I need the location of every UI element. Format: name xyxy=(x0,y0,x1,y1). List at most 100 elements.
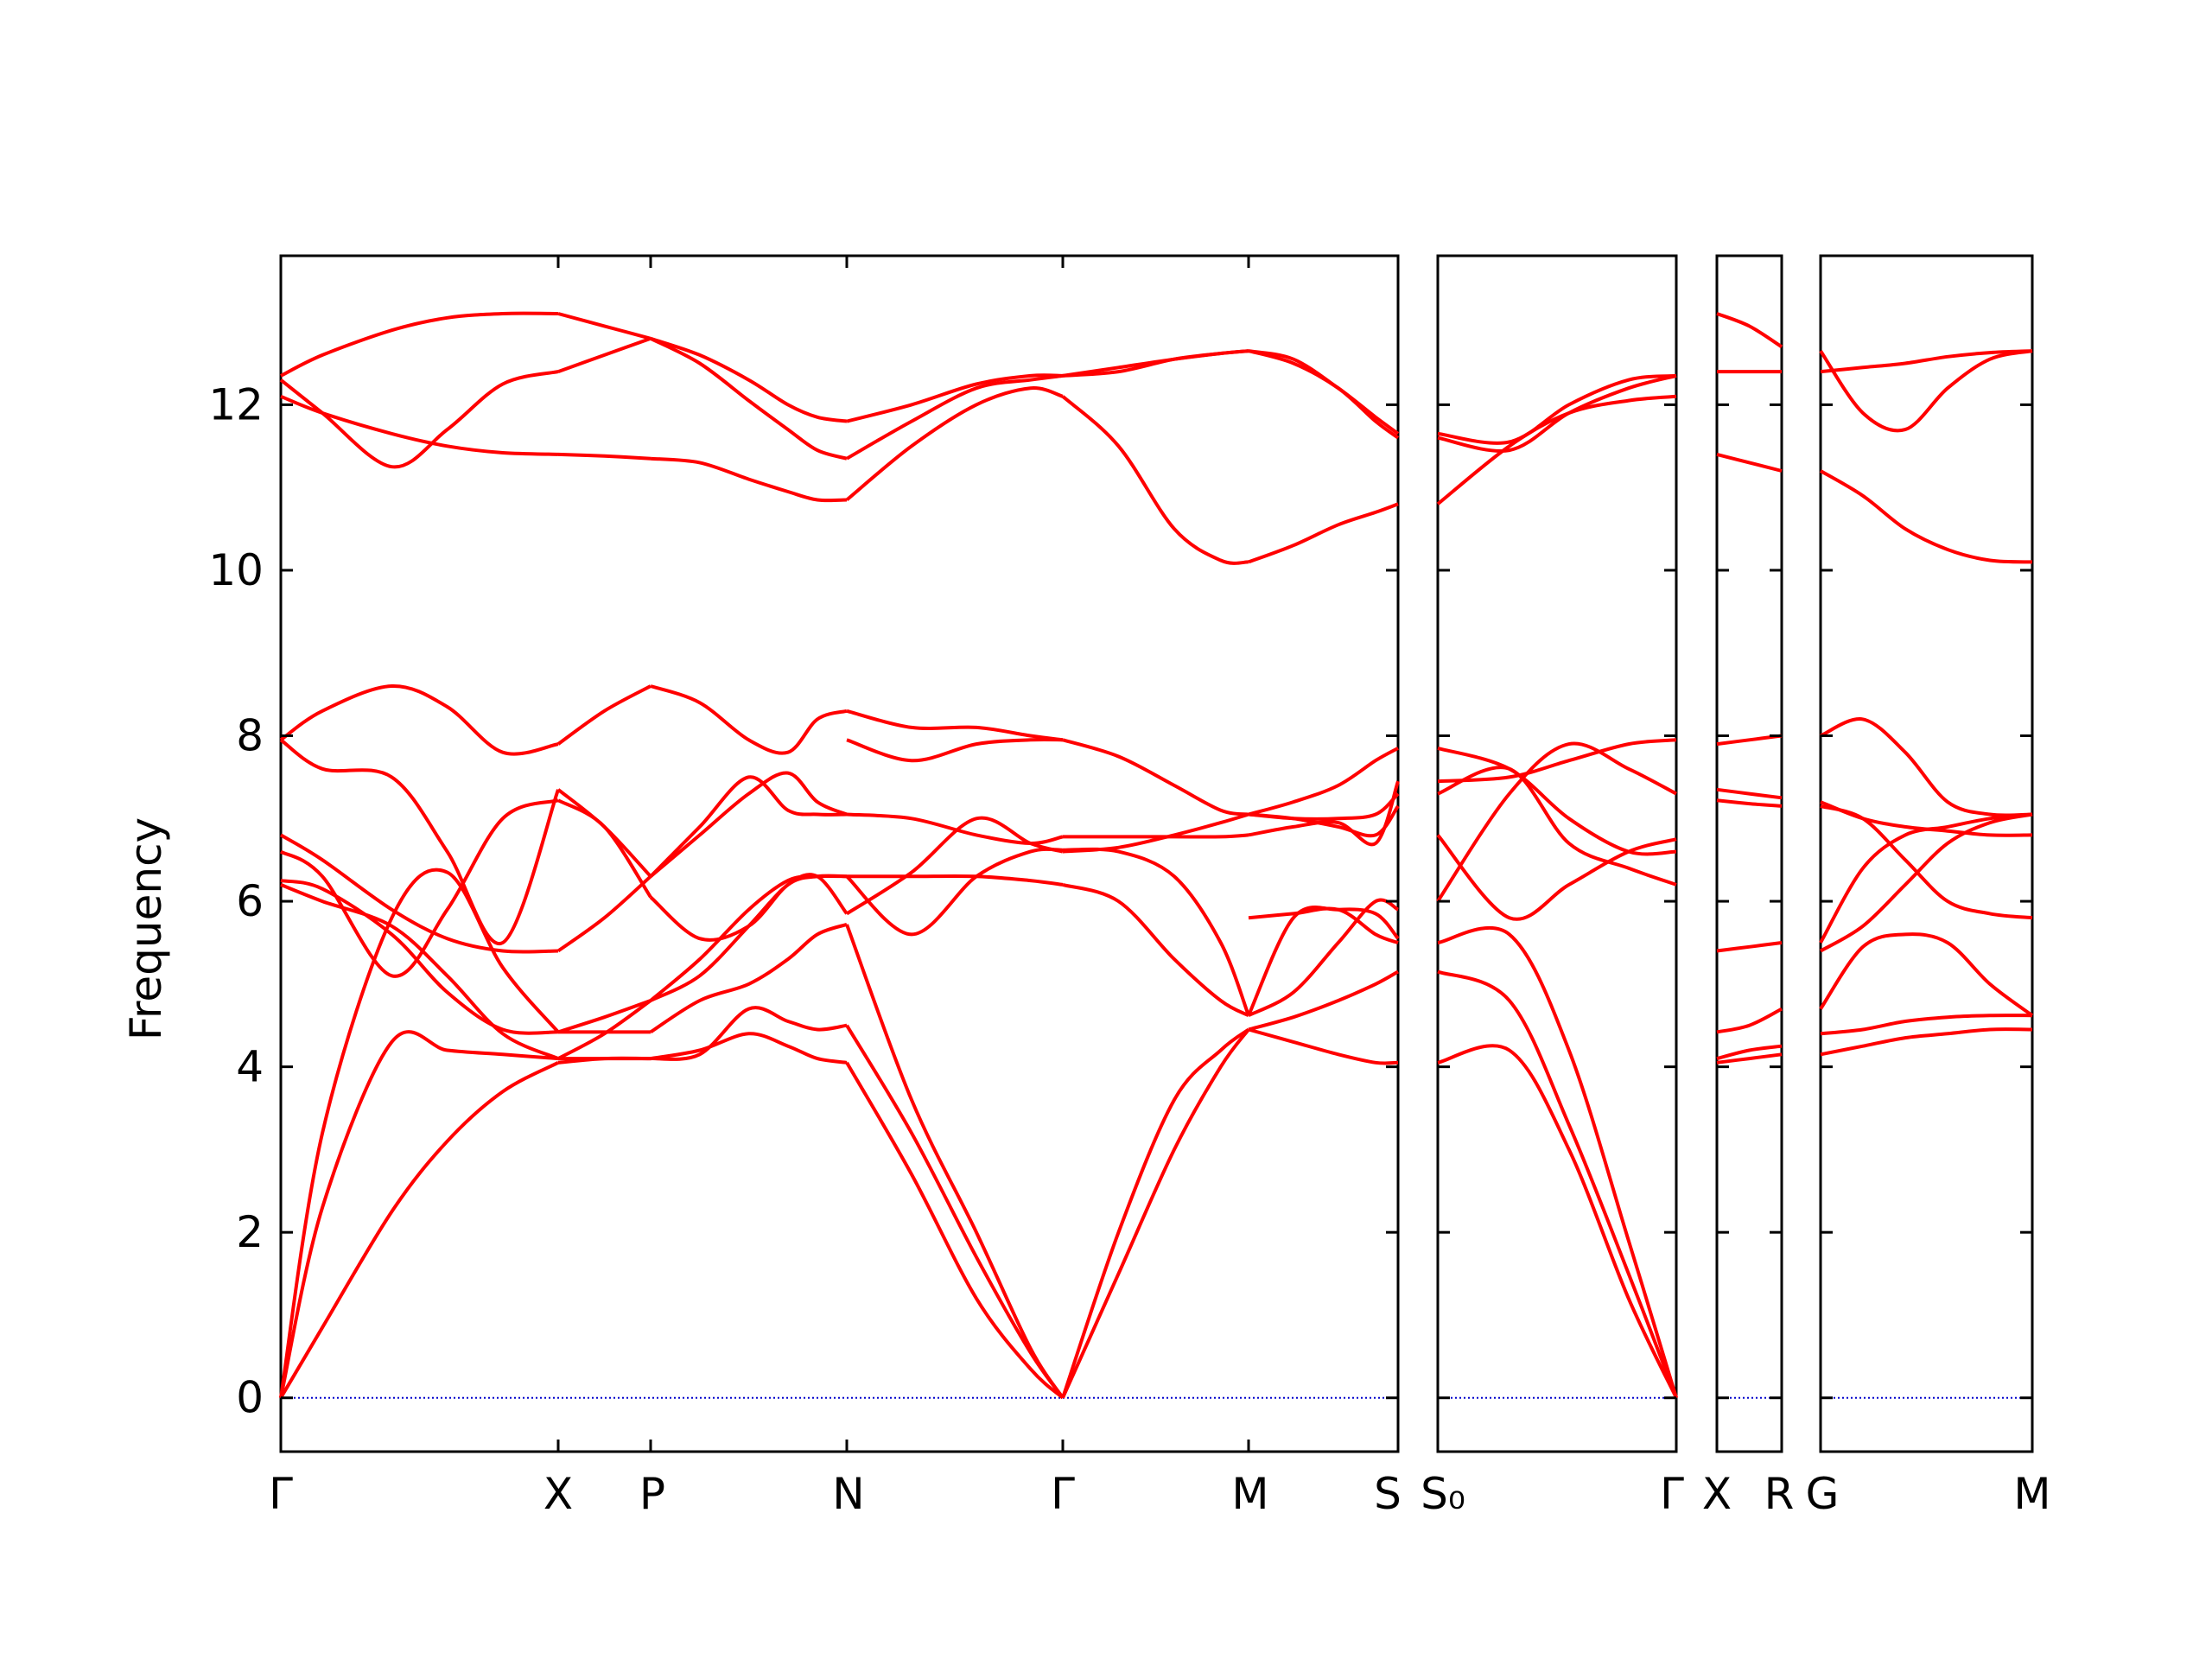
band-line-seg2-b0 xyxy=(650,1032,848,1065)
band-line-seg2-b3 xyxy=(650,874,848,1002)
band-line-seg3-b3 xyxy=(845,816,1064,916)
band-line-seg1-b3 xyxy=(557,999,652,1060)
x-tick-label: X xyxy=(543,1469,573,1519)
phonon-bands xyxy=(279,311,2034,1400)
x-tick-label: M xyxy=(2013,1469,2050,1519)
band-line-seg5-b0 xyxy=(1248,969,1399,1032)
y-tick-label: 10 xyxy=(208,545,264,595)
band-line-seg1-b6 xyxy=(556,874,652,953)
band-line-seg8-b8 xyxy=(1819,469,2033,564)
panel-frame-3 xyxy=(1819,254,2034,1453)
band-line-seg0-b0 xyxy=(279,1061,559,1399)
band-line-seg4-b7 xyxy=(1061,395,1249,565)
x-tick-label: P xyxy=(639,1469,665,1519)
band-line-seg1-b10 xyxy=(557,336,652,373)
band-line-seg6-b3 xyxy=(1436,741,1677,903)
x-tick-label: Γ xyxy=(269,1469,293,1519)
x-tick-label: S₀ xyxy=(1421,1469,1465,1519)
band-line-seg0-b1 xyxy=(279,1030,559,1399)
band-line-seg7-b5 xyxy=(1716,787,1783,800)
x-tick-label: S xyxy=(1374,1469,1402,1519)
band-line-seg3-b4 xyxy=(845,847,1064,937)
band-line-seg5-b4 xyxy=(1248,906,1399,944)
x-tick-label: M xyxy=(1231,1469,1268,1519)
band-line-seg4-b3 xyxy=(1062,847,1250,1016)
band-line-seg6-b10 xyxy=(1437,373,1677,445)
band-line-seg7-b0 xyxy=(1716,1052,1783,1065)
band-line-seg5-b6 xyxy=(1248,792,1400,821)
band-line-seg2-b1 xyxy=(650,1006,848,1061)
band-line-seg4-b2 xyxy=(1062,882,1249,1018)
band-line-seg7-b3 xyxy=(1716,941,1783,953)
band-line-seg3-b7 xyxy=(846,737,1064,763)
band-line-seg2-b2 xyxy=(649,922,848,1034)
band-line-seg6-b4 xyxy=(1436,834,1677,921)
band-line-seg6-b9 xyxy=(1437,373,1677,453)
band-line-seg1-b11 xyxy=(557,312,652,340)
band-line-seg2-b6 xyxy=(649,771,848,878)
panel-frame-1 xyxy=(1436,254,1678,1453)
band-line-seg1-b4 xyxy=(557,999,652,1034)
band-line-seg8-b6 xyxy=(1820,800,2033,837)
x-tick-label: X xyxy=(1702,1469,1732,1519)
band-line-seg8-b0 xyxy=(1820,1027,2033,1057)
band-line-seg8-b7 xyxy=(1820,717,2033,817)
band-line-seg8-b10 xyxy=(1820,349,2033,374)
band-line-seg0-b6 xyxy=(279,833,559,954)
band-line-seg6-b5 xyxy=(1437,766,1677,887)
band-line-seg3-b5 xyxy=(847,874,1064,887)
band-line-seg1-b7 xyxy=(556,788,652,878)
band-line-seg3-b11 xyxy=(846,373,1064,423)
band-line-seg0-b8 xyxy=(279,683,559,756)
band-line-seg6-b1 xyxy=(1437,969,1678,1399)
band-line-seg4-b1 xyxy=(1061,1027,1250,1399)
band-line-seg2-b5 xyxy=(649,873,849,942)
band-line-seg4-b0 xyxy=(1061,1028,1250,1399)
x-axis-ticks: Γ X P N Γ M S S₀ Γ X R G M xyxy=(269,256,2051,1519)
band-line-seg6-b6 xyxy=(1437,738,1677,784)
band-line-seg4-b9 xyxy=(1062,349,1249,378)
x-tick-label: R xyxy=(1764,1469,1795,1519)
band-line-seg0-b7 xyxy=(279,738,560,946)
band-line-seg2-b9 xyxy=(650,456,848,503)
x-tick-label: G xyxy=(1806,1469,1840,1519)
band-line-seg7-b7 xyxy=(1716,452,1783,473)
band-line-seg1-b5 xyxy=(557,798,652,899)
band-line-seg2-b11 xyxy=(650,336,848,423)
band-line-seg0-b11 xyxy=(280,311,559,378)
y-tick-label: 12 xyxy=(208,379,264,429)
band-line-seg8-b1 xyxy=(1820,1014,2033,1036)
panel-frames xyxy=(279,254,2034,1453)
band-line-seg2-b10 xyxy=(650,337,848,461)
band-line-seg0-b10 xyxy=(279,370,559,469)
band-line-seg5-b1 xyxy=(1248,1027,1399,1065)
band-line-seg8-b9 xyxy=(1819,349,2033,433)
y-tick-label: 0 xyxy=(236,1373,264,1423)
panel-frame-0 xyxy=(279,254,1400,1453)
band-line-seg3-b9 xyxy=(845,386,1064,502)
band-line-seg3-b6 xyxy=(846,812,1064,846)
y-tick-label: 8 xyxy=(236,711,264,761)
band-line-seg6-b2 xyxy=(1437,925,1678,1399)
band-line-seg7-b9 xyxy=(1716,312,1783,349)
y-axis-ticks: 0 2 4 6 8 10 12 xyxy=(208,379,2032,1423)
y-tick-label: 2 xyxy=(236,1207,264,1257)
band-line-seg2-b8 xyxy=(650,684,848,755)
band-line-seg5-b2 xyxy=(1248,898,1400,1018)
band-line-seg2-b4 xyxy=(649,874,848,1002)
x-tick-label: Γ xyxy=(1051,1469,1075,1519)
y-axis-label: Frequency xyxy=(121,817,171,1040)
panel-frame-2 xyxy=(1715,254,1783,1453)
band-line-seg2-b7 xyxy=(649,775,848,878)
band-line-seg7-b1 xyxy=(1716,1044,1783,1061)
band-line-seg3-b2 xyxy=(845,924,1065,1399)
band-line-seg7-b2 xyxy=(1716,1007,1783,1034)
band-line-seg4-b4 xyxy=(1062,812,1249,854)
band-line-seg8-b2 xyxy=(1819,932,2034,1017)
band-line-seg6-b7 xyxy=(1437,746,1677,856)
band-line-seg3-b10 xyxy=(846,373,1064,461)
band-line-seg5-b9 xyxy=(1248,502,1399,564)
band-line-seg3-b0 xyxy=(845,1061,1065,1400)
band-line-seg3-b8 xyxy=(846,709,1064,742)
